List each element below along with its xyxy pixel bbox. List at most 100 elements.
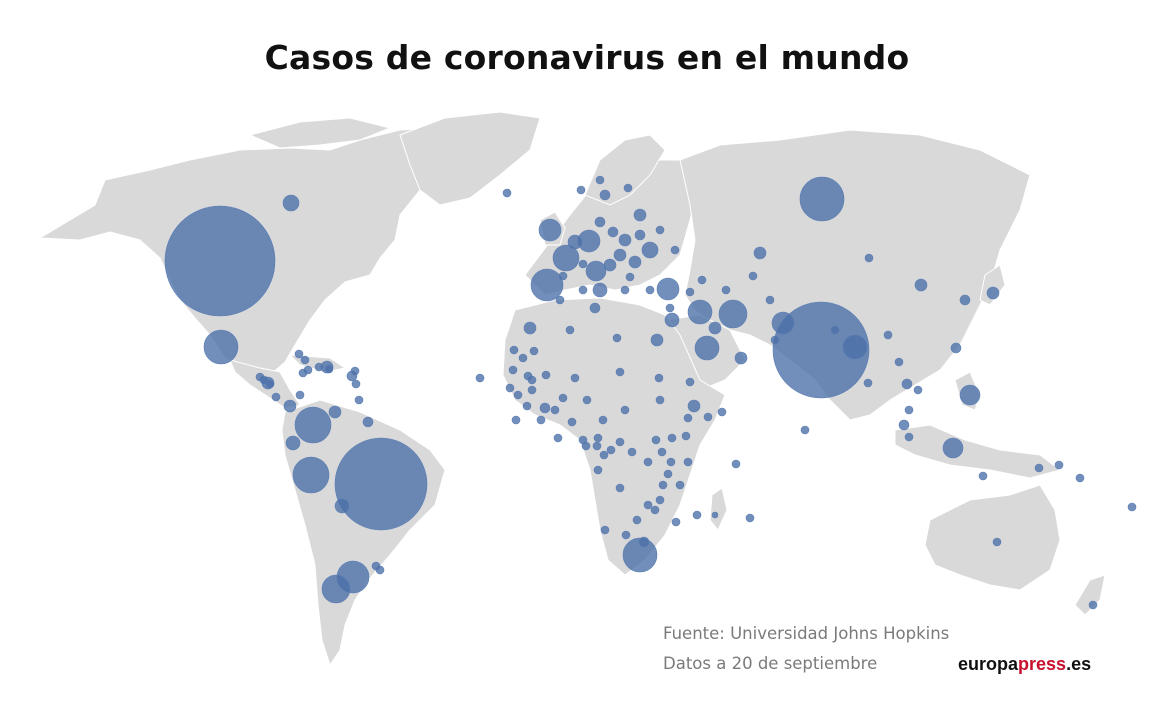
case-bubble [592, 282, 608, 298]
case-bubble [536, 415, 546, 425]
case-bubble [529, 346, 539, 356]
case-bubble [721, 285, 731, 295]
case-bubble [914, 278, 928, 292]
case-bubble [518, 353, 528, 363]
case-bubble [585, 260, 607, 282]
land-indonesia [894, 424, 1062, 479]
brand-logo: europapress.es [958, 654, 1091, 675]
case-bubble [578, 285, 588, 295]
case-bubble [959, 294, 971, 306]
case-bubble [578, 259, 588, 269]
case-bubble [283, 399, 297, 413]
case-bubble [285, 435, 301, 451]
case-bubble [375, 565, 385, 575]
case-bubble [992, 537, 1002, 547]
case-bubble [354, 395, 364, 405]
case-bubble [658, 480, 668, 490]
case-bubble [592, 441, 602, 451]
case-bubble [894, 357, 904, 367]
case-bubble [555, 295, 565, 305]
case-bubble [657, 447, 667, 457]
case-bubble [683, 457, 693, 467]
case-bubble [362, 416, 374, 428]
case-bubble [553, 433, 563, 443]
case-bubble [505, 383, 515, 393]
case-bubble [321, 574, 351, 604]
case-bubble [594, 216, 606, 228]
case-bubble [513, 390, 523, 400]
case-bubble [618, 233, 632, 247]
case-bubble [552, 244, 580, 272]
case-bubble [711, 511, 719, 519]
case-bubble [667, 433, 677, 443]
case-bubble [565, 325, 575, 335]
case-bubble [1127, 502, 1137, 512]
case-bubble [753, 246, 767, 260]
case-bubble [799, 176, 845, 222]
case-bubble [683, 413, 693, 423]
case-bubble [621, 530, 631, 540]
case-bubble [717, 407, 727, 417]
case-bubble [620, 405, 630, 415]
case-bubble [641, 241, 659, 259]
case-bubble [687, 399, 701, 413]
case-bubble [593, 465, 603, 475]
case-bubble [671, 517, 681, 527]
case-bubble [265, 379, 275, 389]
case-bubble [599, 189, 611, 201]
case-bubble [655, 395, 665, 405]
case-bubble [670, 245, 680, 255]
case-bubble [664, 312, 680, 328]
case-bubble [509, 345, 519, 355]
case-bubble [1034, 463, 1044, 473]
case-bubble [685, 287, 695, 297]
case-bubble [666, 457, 676, 467]
case-bubble [748, 271, 758, 281]
case-bubble [634, 229, 646, 241]
case-bubble [603, 258, 617, 272]
case-bubble [350, 366, 360, 376]
date-note: Datos a 20 de septiembre [663, 654, 878, 673]
case-bubble [772, 301, 870, 399]
case-bubble [541, 370, 551, 380]
case-bubble [901, 378, 913, 390]
case-bubble [708, 321, 722, 335]
case-bubble [950, 342, 962, 354]
case-bubbles [164, 175, 1137, 610]
case-bubble [978, 471, 988, 481]
map-title: Casos de coronavirus en el mundo [264, 38, 910, 77]
case-bubble [295, 390, 305, 400]
case-bubble [638, 536, 650, 548]
brand-accent: press [1018, 654, 1067, 674]
case-bubble [898, 419, 910, 431]
case-bubble [622, 537, 658, 573]
brand-suffix: .es [1066, 654, 1092, 674]
case-bubble [942, 437, 964, 459]
case-bubble [986, 286, 1000, 300]
case-bubble [570, 373, 580, 383]
case-bubble [800, 425, 810, 435]
case-bubble [328, 405, 342, 419]
case-bubble [655, 495, 665, 505]
case-bubble [913, 385, 923, 395]
case-bubble [687, 299, 713, 325]
case-bubble [615, 483, 625, 493]
case-bubble [324, 364, 334, 374]
case-bubble [282, 194, 300, 212]
land-scandinavia [584, 134, 666, 206]
case-bubble [508, 365, 518, 375]
case-bubble [675, 480, 685, 490]
case-bubble [643, 457, 653, 467]
case-bubble [771, 311, 795, 335]
case-bubble [665, 303, 675, 313]
case-bubble [830, 325, 840, 335]
case-bubble [589, 302, 601, 314]
land-arctic-islands [248, 117, 392, 149]
case-bubble [663, 469, 673, 479]
case-bubble [1088, 600, 1098, 610]
case-bubble [600, 525, 610, 535]
case-bubble [292, 456, 330, 494]
source-note: Fuente: Universidad Johns Hopkins [663, 624, 950, 643]
case-bubble [627, 447, 637, 457]
